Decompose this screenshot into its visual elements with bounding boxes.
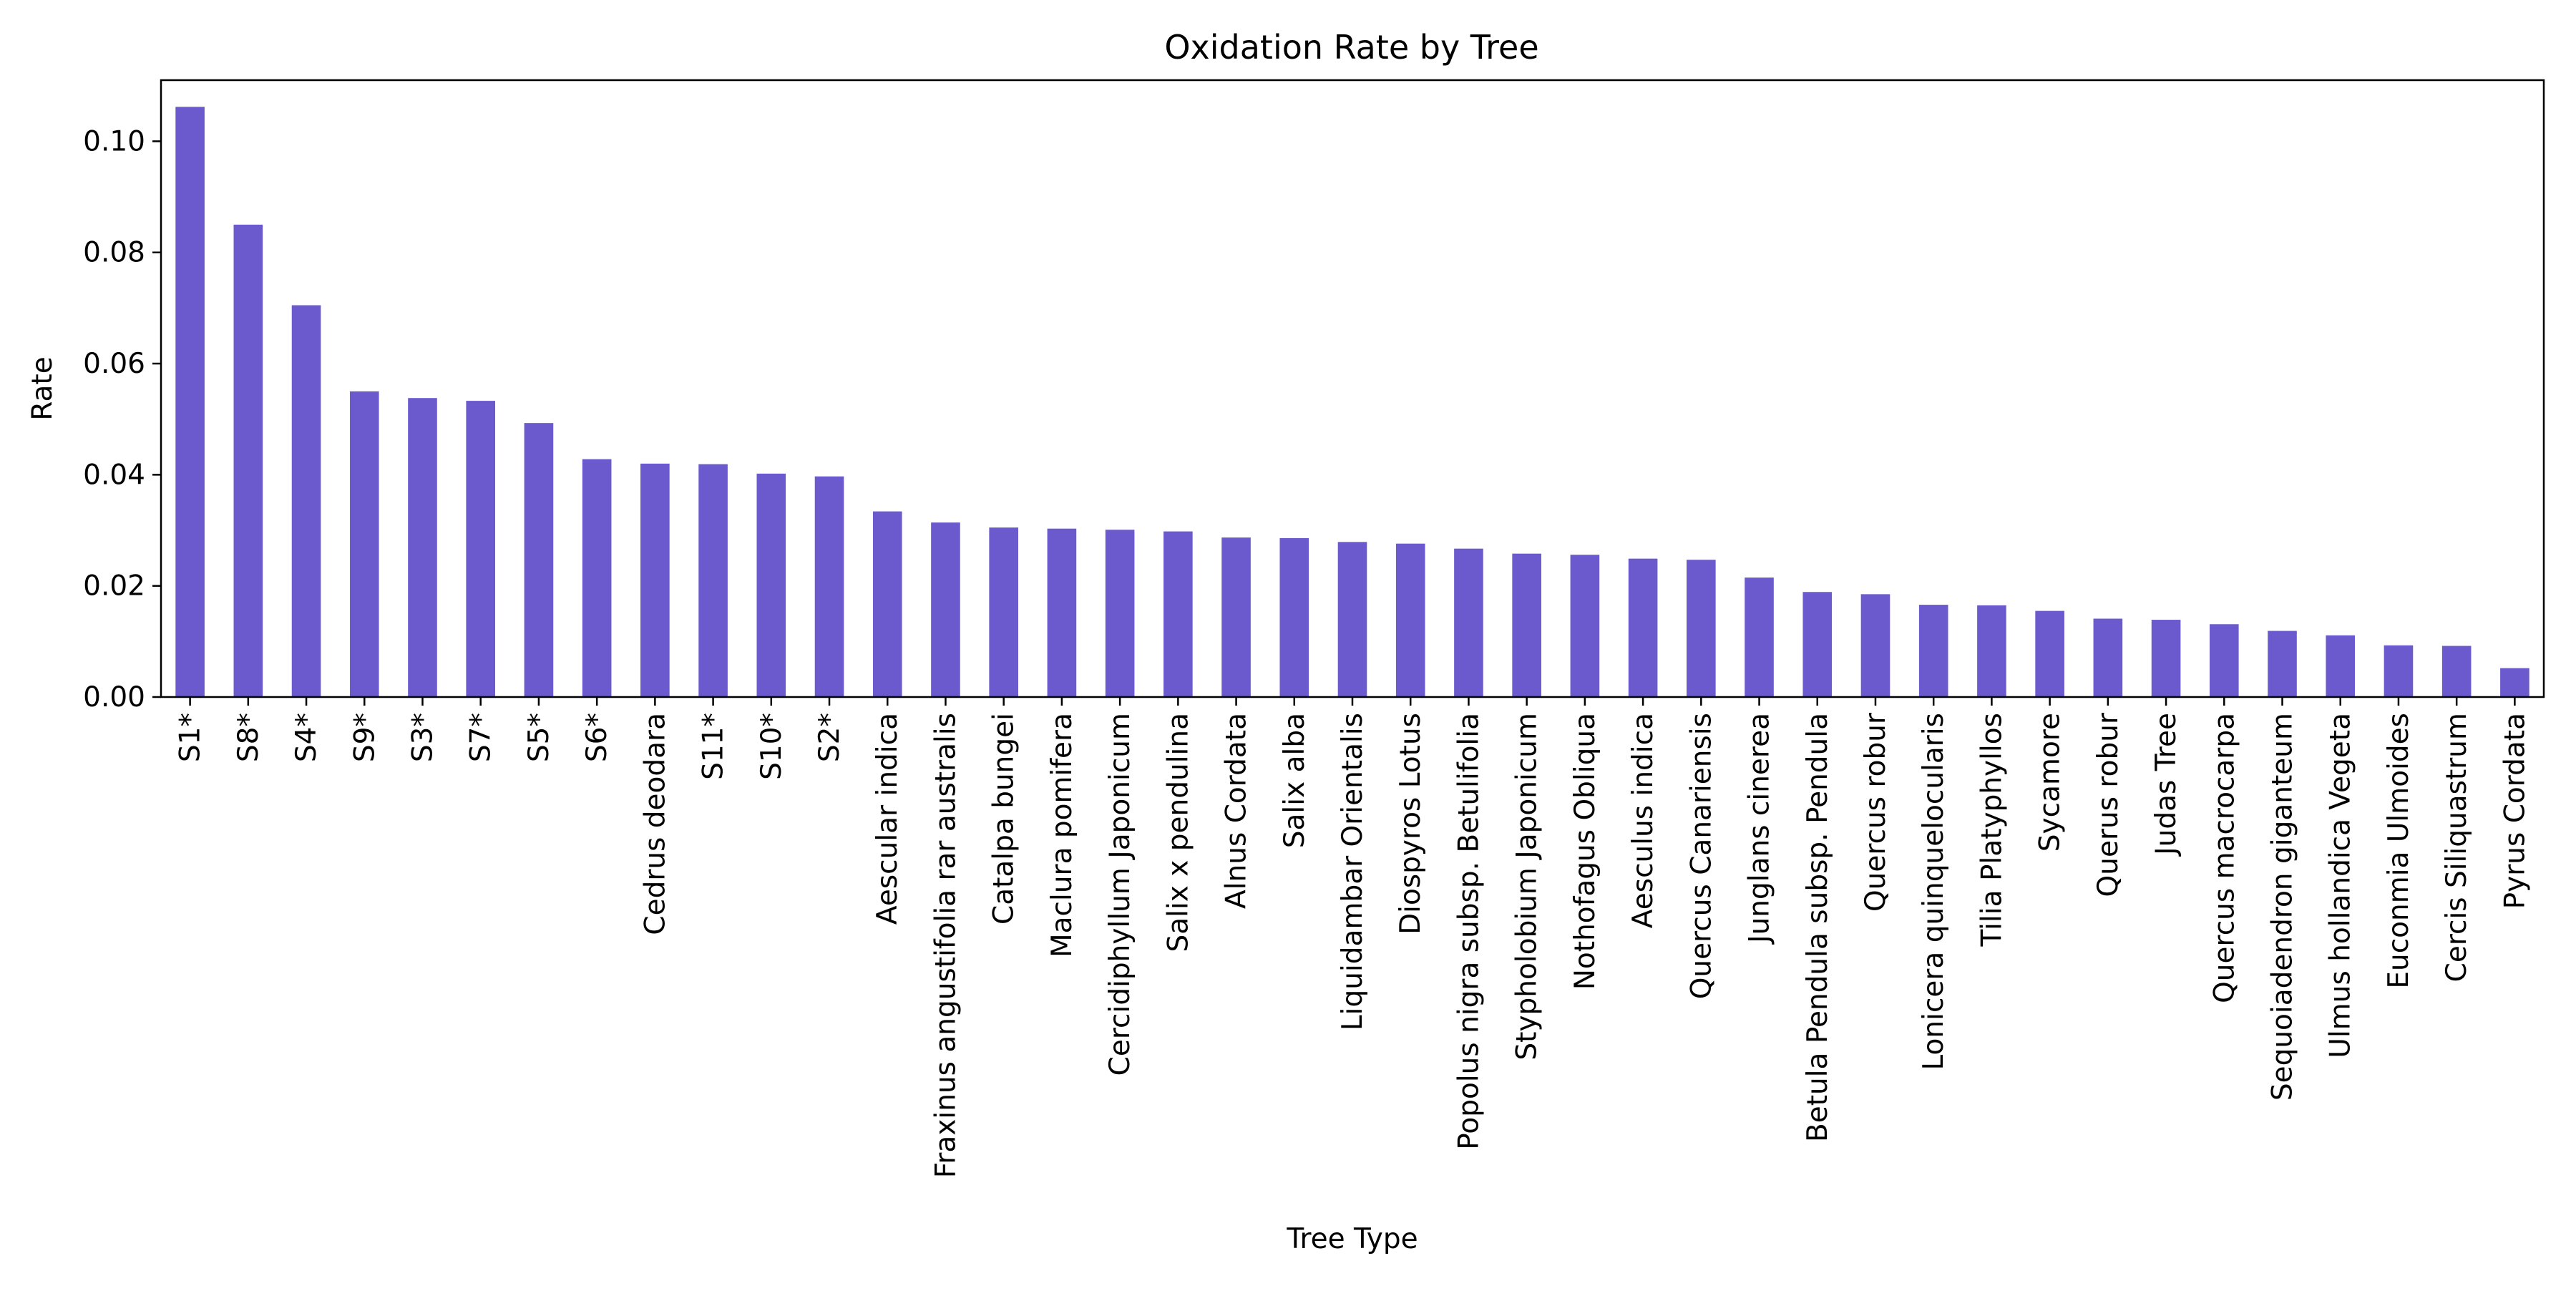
bar [1802,592,1833,697]
x-tick-label: Liquidambar Orientalis [1337,713,1369,1031]
x-tick-label: Quercus robur [1860,712,1892,912]
x-tick-label: S11* [698,713,730,780]
x-tick-label: Aesculus indica [1627,713,1659,928]
bar [291,305,321,697]
x-tick-label: Popolus nigra subsp. Betulifolia [1453,713,1485,1150]
x-tick-label: Alnus Cordata [1221,713,1253,909]
bar [175,107,205,697]
x-tick-label: Sequoiadendron giganteum [2267,713,2299,1101]
x-tick-label: S6* [581,713,613,762]
x-tick-label: Tilia Platyphyllos [1976,713,2008,947]
x-tick-label: Sycamore [2034,713,2067,852]
y-axis-label: Rate [26,356,59,420]
bar [2268,630,2297,697]
bar [1977,605,2006,697]
x-tick-label: S10* [756,713,788,780]
bar [582,459,612,697]
x-tick-label: Salix alba [1279,713,1311,848]
x-tick-label: Stypholobium Japonicum [1511,713,1543,1061]
x-tick-label: Maclura pomifera [1046,713,1078,958]
x-tick-label: Querus robur [2092,712,2124,897]
x-tick-label: Cercidiphyllum Japonicum [1104,713,1136,1076]
bar [931,522,960,697]
x-tick-label: S4* [291,713,323,762]
bar [2151,620,2181,697]
bar [2035,610,2064,697]
bar [1279,537,1309,697]
x-tick-label: Salix x pendulina [1162,713,1194,953]
x-tick-label: S8* [233,713,265,762]
x-tick-label: S9* [348,713,381,762]
x-tick-label: S1* [175,713,207,762]
bar [1570,555,1600,697]
bar [1337,542,1367,697]
x-tick-label: Nothofagus Obliqua [1569,713,1601,990]
x-tick-label: Lonicera quinquelocularis [1918,713,1950,1071]
plot-area [175,107,2529,697]
bar [1512,553,1541,697]
bar [1860,594,1890,697]
bar [814,476,844,697]
bar [989,527,1018,697]
bar [2326,635,2356,697]
bar [408,398,437,697]
bar [2500,668,2529,697]
x-tick-label: S7* [465,713,497,762]
bar [1047,528,1077,697]
bar [872,511,902,697]
bar [2441,646,2472,697]
x-tick-label: Judas Tree [2150,713,2182,857]
bar [349,391,379,697]
x-tick-label: Catalpa bungei [988,713,1020,925]
x-tick-label: Aescular indica [872,713,904,925]
x-tick-label: Diospyros Lotus [1395,713,1427,935]
bar [1687,560,1716,697]
bar [640,463,670,697]
x-tick-label: Ulmus hollandica Vegeta [2325,713,2357,1058]
x-tick-label: S2* [814,713,846,762]
x-axis-label: Tree Type [1286,1223,1418,1255]
bar [1918,605,1948,697]
x-tick-label: Fraxinus angustifolia rar australis [930,713,962,1178]
x-tick-label: Euconmia Ulmoides [2383,713,2415,989]
y-tick-label: 0.02 [83,570,145,603]
bar [1395,543,1425,697]
bar [2384,645,2414,697]
x-tick-label: S3* [406,713,439,762]
bar [756,473,786,697]
bar [524,423,554,697]
bar [698,464,728,697]
x-tick-label: Pyrus Cordata [2499,713,2531,909]
bar [2093,618,2123,697]
x-tick-label: Quercus macrocarpa [2208,713,2240,1003]
x-axis: S1* S8* S4* S9* S3* S7* S5* S6* Cedrus deodara S1… [175,697,2531,1178]
bar [1221,537,1251,697]
x-tick-label: Quercus Canariensis [1685,713,1717,999]
chart-title: Oxidation Rate by Tree [1164,28,1538,67]
x-tick-label: S5* [523,713,555,762]
y-tick-label: 0.06 [83,348,145,380]
bar [1105,530,1135,697]
x-tick-label: Cercis Siliquastrum [2441,713,2473,982]
y-tick-label: 0.10 [83,125,145,157]
y-tick-label: 0.00 [83,681,145,713]
y-tick-label: 0.04 [83,459,145,491]
y-axis: 0.00 0.02 0.04 0.06 0.08 0.10 [83,125,161,713]
x-tick-label: Betula Pendula subsp. Pendula [1802,713,1834,1142]
bar [233,224,263,697]
bar [1163,531,1193,697]
x-tick-label: Junglans cinerea [1744,713,1776,945]
bar [1454,548,1483,697]
y-tick-label: 0.08 [83,237,145,269]
x-tick-label: Cedrus deodara [639,713,671,935]
bar [1745,578,1774,697]
bar [466,401,496,697]
bar [2209,624,2239,697]
bar [1628,558,1658,697]
